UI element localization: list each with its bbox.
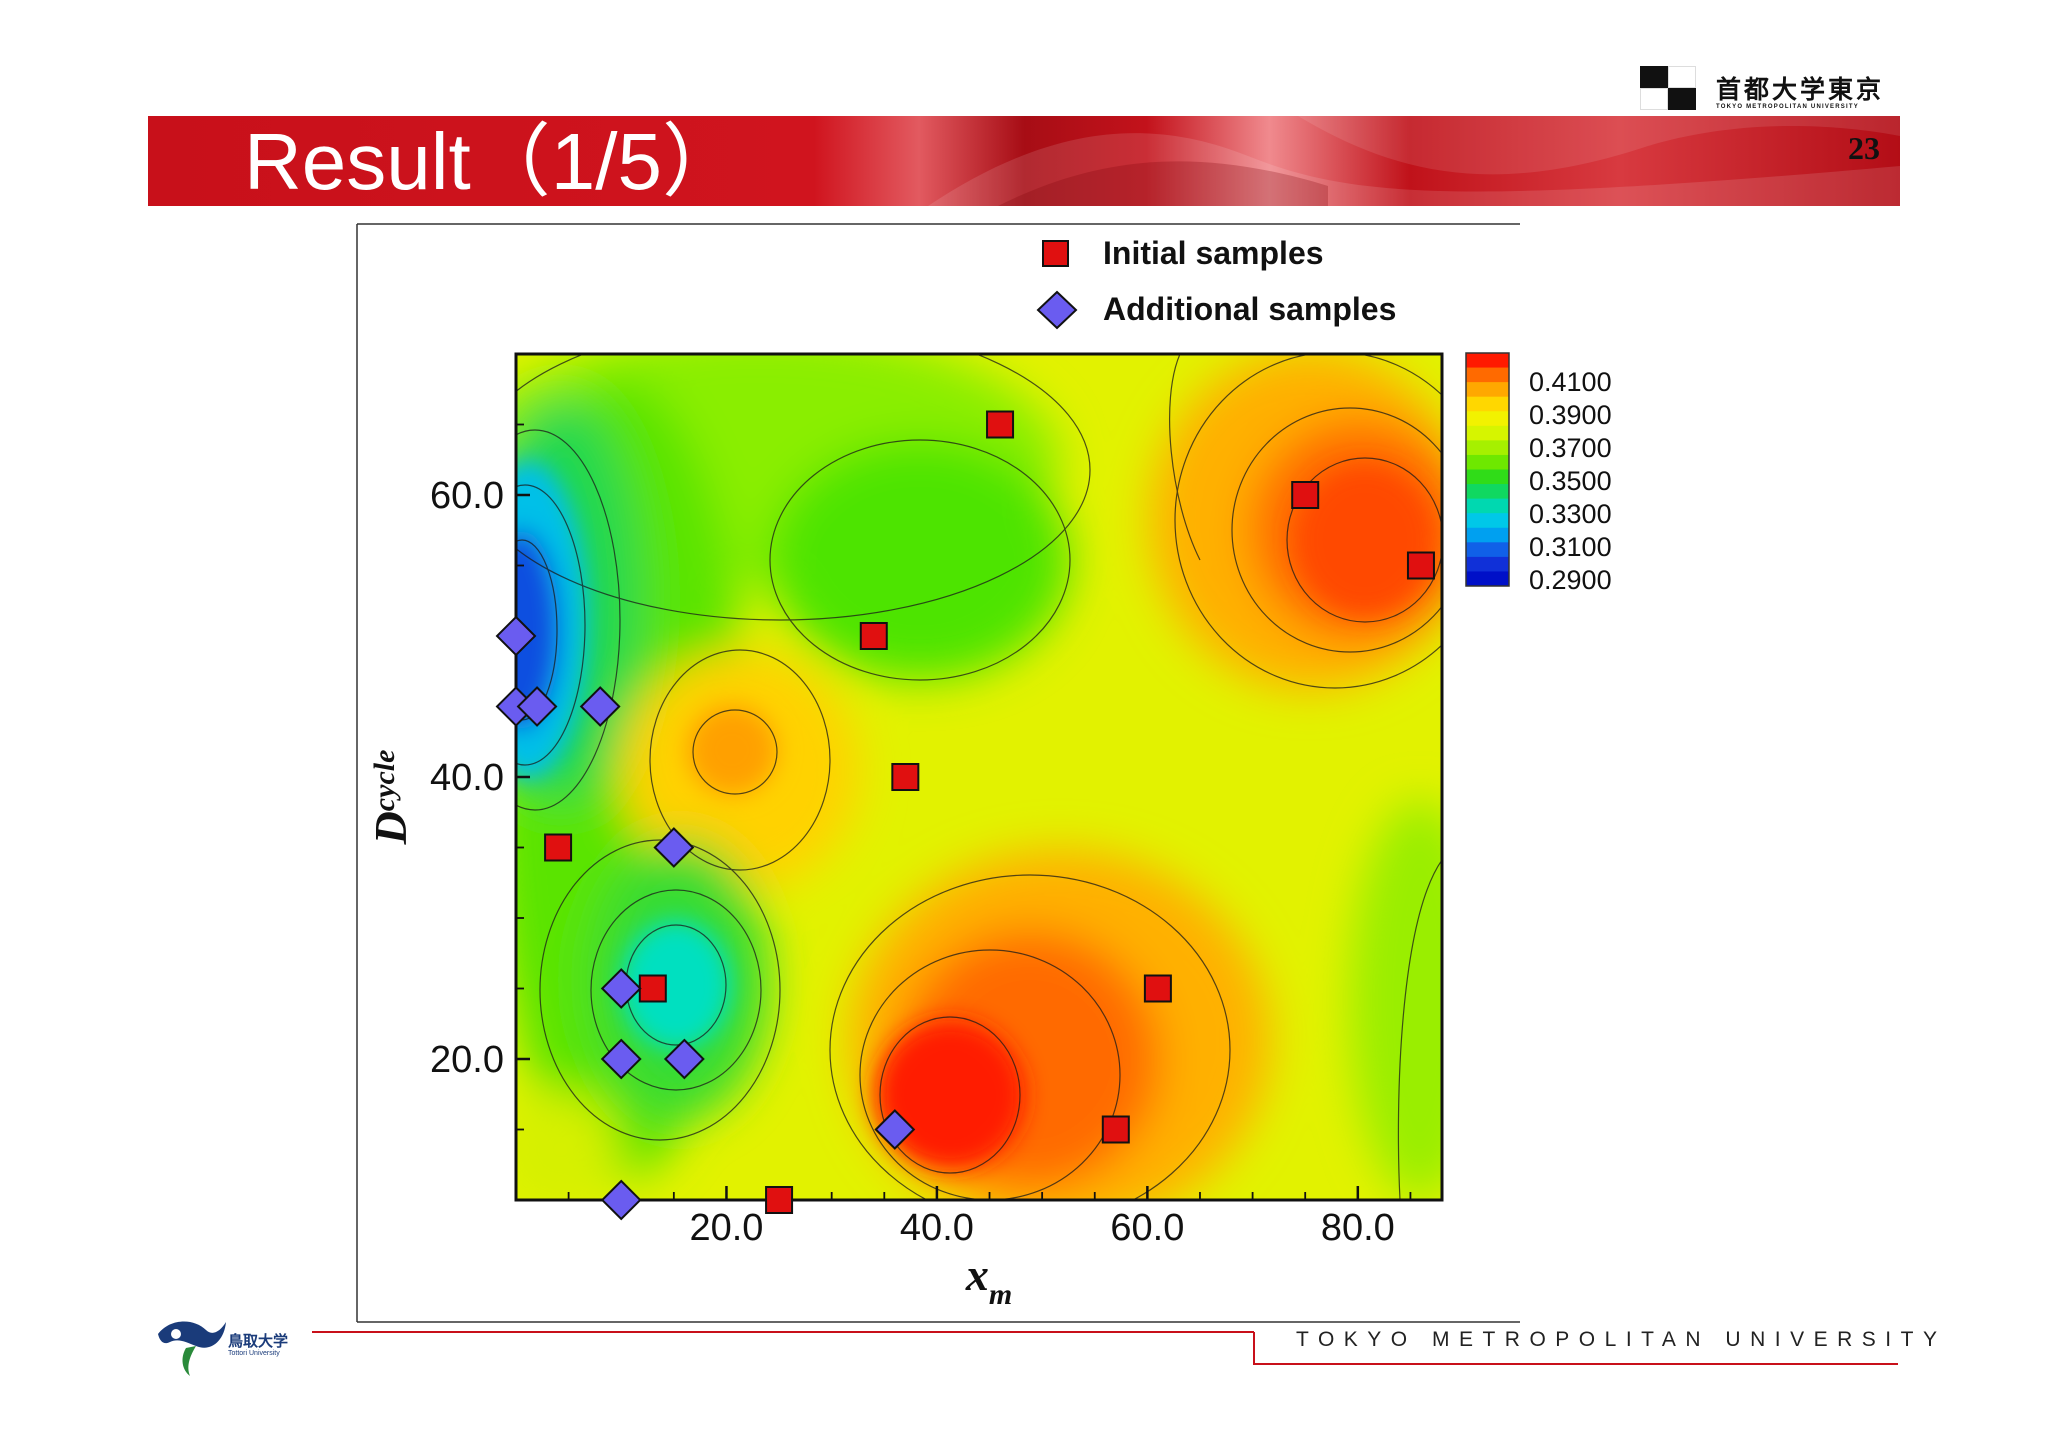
initial-sample-marker bbox=[1291, 481, 1320, 509]
additional-sample-marker bbox=[600, 1179, 642, 1221]
colorbar-label: 0.4100 bbox=[1529, 367, 1612, 397]
colorbar-label: 0.3900 bbox=[1529, 400, 1612, 430]
colorbar-segment bbox=[1466, 353, 1509, 369]
x-tick-label: 40.0 bbox=[900, 1207, 974, 1249]
tmu-logo: 首都大学東京 TOKYO METROPOLITAN UNIVERSITY bbox=[1640, 66, 1900, 114]
y-tick-label: 60.0 bbox=[430, 475, 504, 517]
colorbar-segment bbox=[1466, 411, 1509, 427]
additional-sample-marker bbox=[600, 968, 642, 1009]
additional-sample-marker bbox=[495, 615, 537, 657]
initial-sample-marker bbox=[544, 833, 573, 862]
initial-sample-marker bbox=[986, 410, 1015, 439]
logo-name-en: TOKYO METROPOLITAN UNIVERSITY bbox=[1716, 104, 1859, 110]
x-tick-label: 80.0 bbox=[1321, 1207, 1395, 1249]
colorbar: 0.41000.39000.37000.35000.33000.31000.29… bbox=[1465, 352, 1612, 595]
legend-label-initial: Initial samples bbox=[1103, 235, 1324, 271]
page-number: 23 bbox=[1848, 130, 1880, 166]
logo-square-icon bbox=[1668, 88, 1696, 110]
colorbar-segment bbox=[1466, 469, 1509, 485]
legend-marker-initial bbox=[1042, 240, 1069, 267]
colorbar-label: 0.3300 bbox=[1529, 499, 1612, 529]
colorbar-segment bbox=[1466, 571, 1509, 587]
initial-sample-marker bbox=[1101, 1115, 1130, 1144]
y-tick-label: 20.0 bbox=[430, 1039, 504, 1081]
legend-marker-additional bbox=[1036, 290, 1078, 330]
x-axis-label: xm bbox=[965, 1249, 1012, 1311]
additional-sample-marker bbox=[579, 686, 621, 727]
logo-square-icon bbox=[1668, 66, 1696, 88]
colorbar-segment bbox=[1466, 382, 1509, 398]
additional-sample-marker bbox=[663, 1038, 705, 1080]
logo-square-icon bbox=[1640, 66, 1668, 88]
colorbar-segment bbox=[1466, 425, 1509, 441]
y-tick-label: 40.0 bbox=[430, 757, 504, 799]
colorbar-segment bbox=[1466, 484, 1509, 500]
legend-label-additional: Additional samples bbox=[1103, 291, 1396, 327]
logo-square-icon bbox=[1640, 88, 1668, 110]
additional-sample-marker bbox=[516, 686, 558, 727]
initial-sample-marker bbox=[765, 1186, 794, 1214]
tottori-name-jp: 鳥取大学 bbox=[228, 1332, 289, 1350]
y-axis-label: Dcycle bbox=[365, 750, 416, 846]
page-title: Result（1/5） bbox=[244, 117, 742, 206]
additional-sample-marker bbox=[653, 827, 695, 868]
colorbar-segment bbox=[1466, 396, 1509, 412]
footer-university-name: TOKYO METROPOLITAN UNIVERSITY bbox=[1296, 1328, 1947, 1351]
tottori-bird-icon bbox=[158, 1321, 226, 1376]
title-band: Result（1/5） bbox=[148, 116, 1900, 206]
title-band-swoosh bbox=[928, 116, 1900, 206]
initial-sample-marker bbox=[638, 974, 667, 1003]
colorbar-label: 0.2900 bbox=[1529, 565, 1612, 595]
tottori-logo: 鳥取大学 Tottori University bbox=[150, 1312, 310, 1382]
x-tick-label: 20.0 bbox=[689, 1207, 763, 1249]
colorbar-segment bbox=[1466, 454, 1509, 470]
colorbar-label: 0.3500 bbox=[1529, 466, 1612, 496]
colorbar-segment bbox=[1466, 542, 1509, 558]
colorbar-segment bbox=[1466, 527, 1509, 543]
colorbar-segment bbox=[1466, 556, 1509, 572]
colorbar-segment bbox=[1466, 440, 1509, 456]
colorbar-frame bbox=[1465, 352, 1510, 587]
colorbar-segment bbox=[1466, 498, 1509, 514]
colorbar-label: 0.3100 bbox=[1529, 532, 1612, 562]
additional-sample-marker bbox=[600, 1038, 642, 1080]
initial-sample-marker bbox=[891, 763, 920, 791]
additional-sample-marker bbox=[874, 1109, 916, 1150]
colorbar-label: 0.3700 bbox=[1529, 433, 1612, 463]
legend: Initial samples Additional samples bbox=[1036, 235, 1396, 330]
initial-sample-marker bbox=[1406, 551, 1435, 580]
colorbar-segment bbox=[1466, 513, 1509, 529]
initial-sample-marker bbox=[1143, 974, 1172, 1003]
contour-field bbox=[516, 354, 1442, 1200]
logo-name-jp: 首都大学東京 bbox=[1716, 75, 1885, 104]
x-tick-label: 60.0 bbox=[1110, 1207, 1184, 1249]
colorbar-segment bbox=[1466, 367, 1509, 383]
initial-sample-marker bbox=[859, 622, 888, 650]
tottori-name-en: Tottori University bbox=[228, 1350, 280, 1357]
